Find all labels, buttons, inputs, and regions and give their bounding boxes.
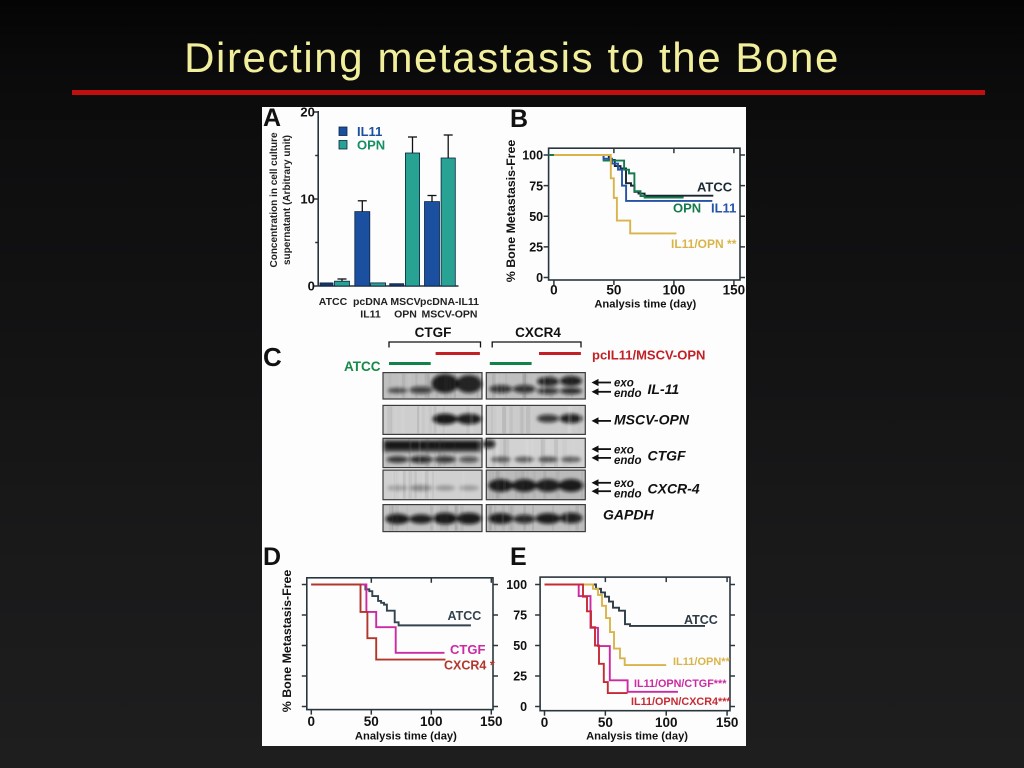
svg-text:0: 0 xyxy=(520,700,527,714)
svg-text:endo: endo xyxy=(614,388,641,400)
svg-text:CXCR4: CXCR4 xyxy=(515,325,561,340)
svg-text:ATCC: ATCC xyxy=(448,609,482,623)
svg-text:Analysis time (day): Analysis time (day) xyxy=(355,731,457,743)
svg-text:75: 75 xyxy=(529,179,543,193)
svg-text:OPN: OPN xyxy=(394,309,417,321)
svg-text:Analysis time (day): Analysis time (day) xyxy=(586,731,688,743)
svg-text:IL11/OPN**: IL11/OPN** xyxy=(673,656,731,668)
svg-text:CXCR-4: CXCR-4 xyxy=(648,481,700,497)
svg-text:C: C xyxy=(263,342,282,372)
svg-text:25: 25 xyxy=(513,670,527,684)
svg-text:IL11: IL11 xyxy=(711,201,736,216)
svg-text:MSCV: MSCV xyxy=(390,296,420,308)
svg-text:pcDNA: pcDNA xyxy=(353,296,388,308)
svg-text:150: 150 xyxy=(716,715,739,730)
svg-text:50: 50 xyxy=(364,714,379,729)
svg-text:Concentration in cell culture: Concentration in cell culture xyxy=(269,132,280,267)
svg-text:endo: endo xyxy=(614,455,641,467)
svg-text:0: 0 xyxy=(308,714,316,729)
svg-text:B: B xyxy=(510,107,528,133)
svg-text:50: 50 xyxy=(529,210,543,224)
svg-text:25: 25 xyxy=(529,241,543,255)
svg-text:100: 100 xyxy=(663,283,686,298)
svg-text:CXCR4 *: CXCR4 * xyxy=(444,659,495,673)
svg-text:0: 0 xyxy=(541,715,549,730)
svg-text:% Bone Metastasis-Free: % Bone Metastasis-Free xyxy=(504,140,518,283)
svg-text:100: 100 xyxy=(506,578,527,592)
svg-text:OPN: OPN xyxy=(357,138,385,153)
svg-text:E: E xyxy=(510,543,527,571)
svg-text:MSCV-OPN: MSCV-OPN xyxy=(421,309,477,321)
svg-text:50: 50 xyxy=(598,715,613,730)
svg-text:pcDNA-IL11: pcDNA-IL11 xyxy=(420,296,479,308)
svg-text:ATCC: ATCC xyxy=(344,359,381,374)
svg-text:CTGF: CTGF xyxy=(648,448,687,464)
svg-text:IL11: IL11 xyxy=(357,124,382,139)
svg-text:IL11/OPN **: IL11/OPN ** xyxy=(671,237,737,251)
svg-text:MSCV-OPN: MSCV-OPN xyxy=(614,412,690,428)
svg-text:150: 150 xyxy=(723,283,746,298)
svg-text:pcIL11/MSCV-OPN: pcIL11/MSCV-OPN xyxy=(592,348,705,363)
svg-text:ATCC: ATCC xyxy=(319,296,348,308)
svg-text:50: 50 xyxy=(513,639,527,653)
svg-text:0: 0 xyxy=(536,271,543,285)
svg-text:10: 10 xyxy=(300,192,314,207)
svg-text:0: 0 xyxy=(550,283,558,298)
svg-text:IL11/OPN/CXCR4***: IL11/OPN/CXCR4*** xyxy=(631,696,731,708)
svg-text:ATCC: ATCC xyxy=(697,180,733,195)
svg-text:100: 100 xyxy=(420,714,443,729)
svg-text:ATCC: ATCC xyxy=(684,613,718,627)
svg-text:D: D xyxy=(263,543,281,571)
svg-text:50: 50 xyxy=(606,283,621,298)
svg-text:Analysis time (day): Analysis time (day) xyxy=(594,299,696,311)
svg-text:IL-11: IL-11 xyxy=(648,381,680,397)
svg-text:supernatant (Arbitrary unit): supernatant (Arbitrary unit) xyxy=(282,135,293,265)
svg-text:CTGF: CTGF xyxy=(450,642,485,657)
svg-text:100: 100 xyxy=(522,149,543,163)
svg-text:exo: exo xyxy=(614,378,634,390)
svg-text:OPN: OPN xyxy=(673,201,701,216)
svg-text:0: 0 xyxy=(308,279,315,294)
svg-text:endo: endo xyxy=(614,489,641,501)
svg-text:IL11/OPN/CTGF***: IL11/OPN/CTGF*** xyxy=(634,678,727,690)
svg-text:100: 100 xyxy=(655,715,678,730)
svg-text:% Bone Metastasis-Free: % Bone Metastasis-Free xyxy=(280,570,294,713)
svg-text:75: 75 xyxy=(513,609,527,623)
svg-text:exo: exo xyxy=(614,478,634,490)
svg-text:exo: exo xyxy=(614,445,634,457)
svg-text:A: A xyxy=(263,107,281,132)
svg-text:20: 20 xyxy=(300,107,314,120)
svg-text:150: 150 xyxy=(480,714,503,729)
svg-text:GAPDH: GAPDH xyxy=(603,507,654,523)
svg-text:CTGF: CTGF xyxy=(415,325,452,340)
svg-text:IL11: IL11 xyxy=(360,309,381,321)
